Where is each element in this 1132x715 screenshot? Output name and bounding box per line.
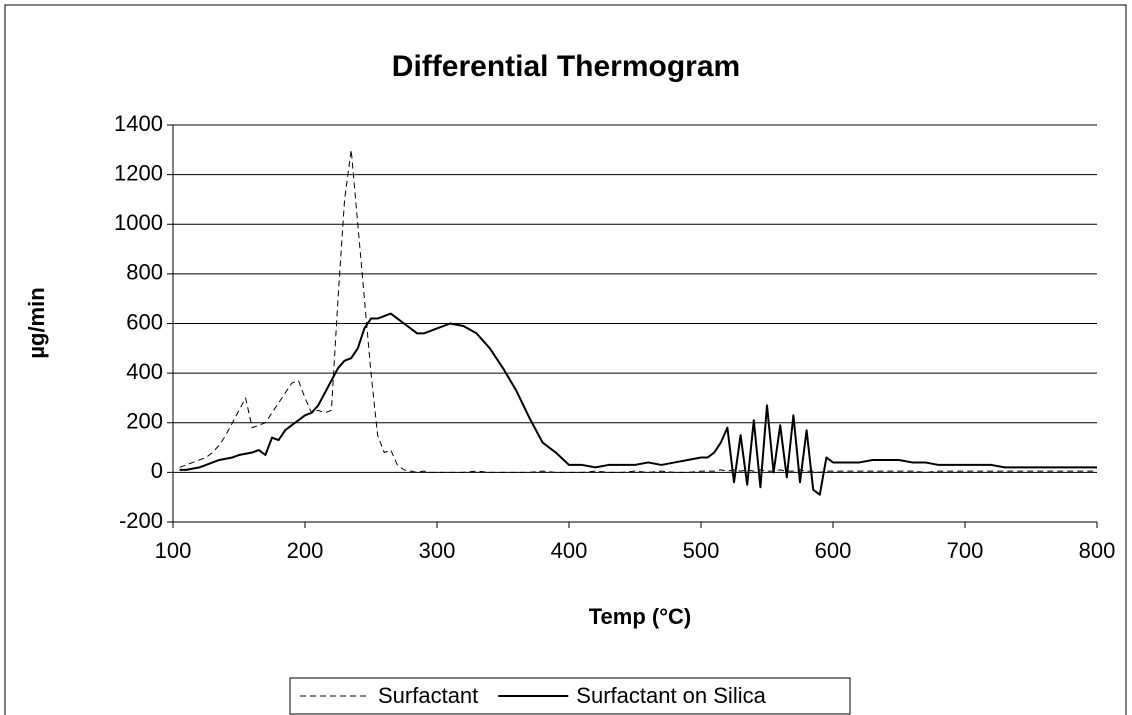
y-tick-label: 1000 [114,210,163,235]
x-axis-label: Temp (°C) [589,604,692,629]
x-tick-label: 400 [551,538,588,563]
x-tick-label: 100 [155,538,192,563]
y-tick-label: 1400 [114,111,163,136]
y-tick-label: 400 [126,359,163,384]
chart-frame [4,4,1127,715]
x-tick-label: 500 [683,538,720,563]
y-tick-label: -200 [119,508,163,533]
x-tick-label: 800 [1079,538,1116,563]
x-tick-label: 600 [815,538,852,563]
y-axis-label: µg/min [24,287,49,358]
y-tick-label: 800 [126,260,163,285]
line-series [179,149,1097,473]
legend-label: Surfactant [378,683,478,708]
y-tick-label: 200 [126,409,163,434]
legend-box [289,677,851,715]
chart-title: Differential Thermogram [392,50,740,83]
y-tick-label: 600 [126,309,163,334]
x-tick-label: 700 [947,538,984,563]
line-series [179,312,1097,496]
x-tick-label: 200 [287,538,324,563]
x-tick-label: 300 [419,538,456,563]
legend-label: Surfactant on Silica [576,683,766,708]
y-tick-label: 0 [151,458,163,483]
y-tick-label: 1200 [114,160,163,185]
